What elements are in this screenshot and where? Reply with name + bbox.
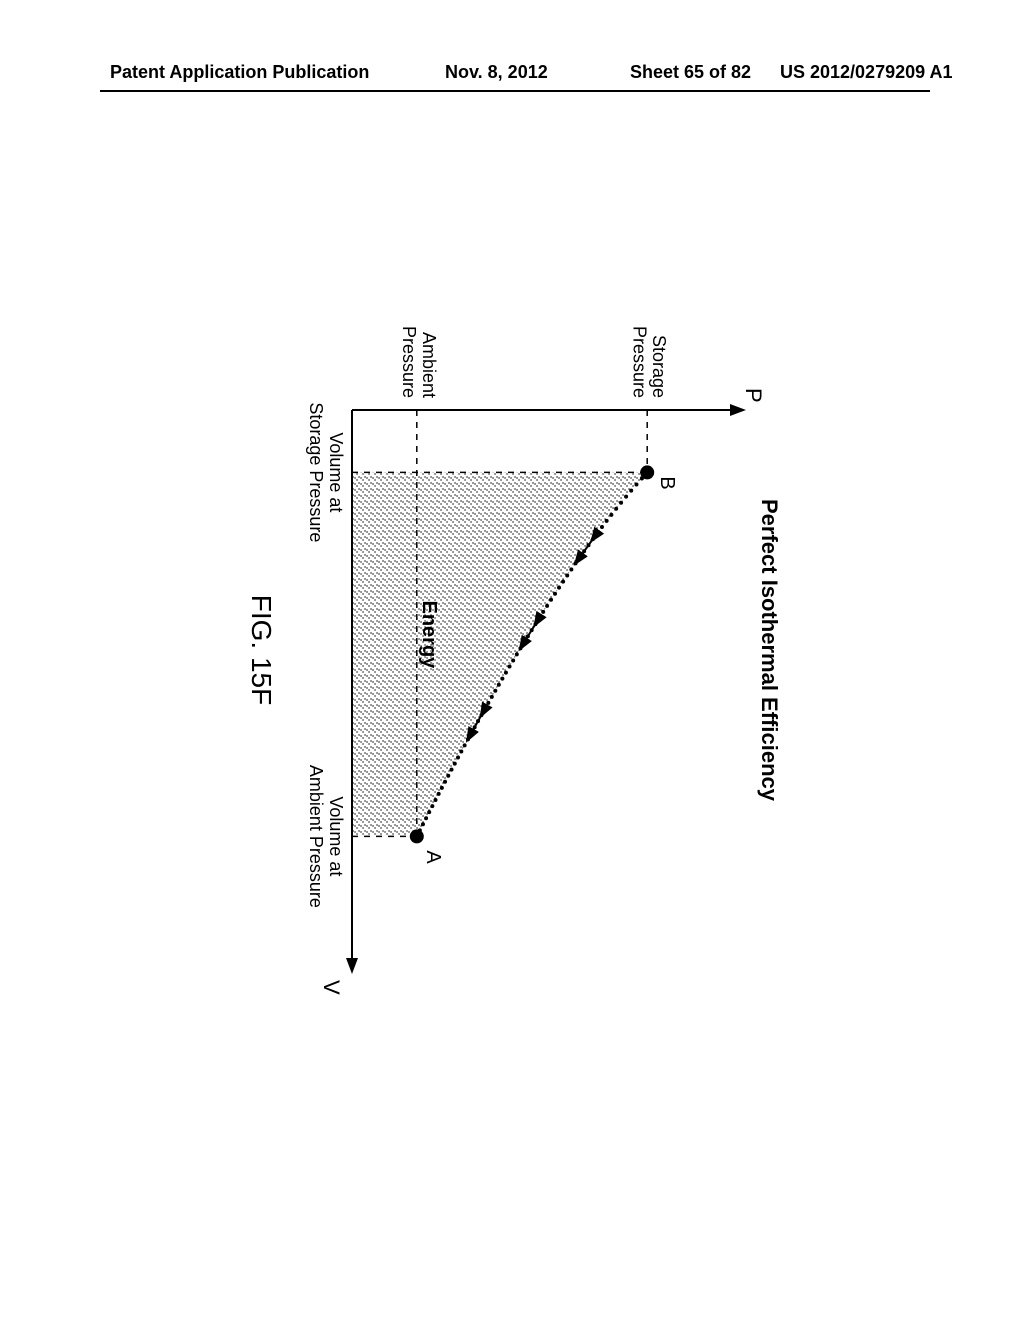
- header-pubnum: US 2012/0279209 A1: [780, 62, 952, 83]
- page: Patent Application Publication Nov. 8, 2…: [0, 0, 1024, 1320]
- chart-title: Perfect Isothermal Efficiency: [757, 499, 782, 802]
- header-sheet: Sheet 65 of 82: [630, 62, 751, 83]
- x-axis-label: V: [319, 980, 344, 995]
- ylabel-storage: StoragePressure: [629, 326, 669, 398]
- figure: Perfect Isothermal Efficiency P V StoragePr…: [232, 290, 792, 1010]
- node-b: [640, 465, 654, 479]
- xlabel-ambient: Volume atAmbient Pressure: [306, 765, 346, 908]
- figure-caption: FIG. 15F: [246, 595, 277, 705]
- header-date: Nov. 8, 2012: [445, 62, 548, 83]
- header-rule: [100, 90, 930, 92]
- ylabel-ambient: AmbientPressure: [399, 326, 439, 398]
- label-b: B: [656, 476, 678, 489]
- node-a: [410, 829, 424, 843]
- label-a: A: [422, 850, 444, 864]
- y-axis-label: P: [741, 388, 766, 403]
- header-left: Patent Application Publication: [110, 62, 369, 83]
- region-label: Energy: [418, 600, 440, 669]
- xlabel-storage: Volume atStorage Pressure: [306, 402, 346, 542]
